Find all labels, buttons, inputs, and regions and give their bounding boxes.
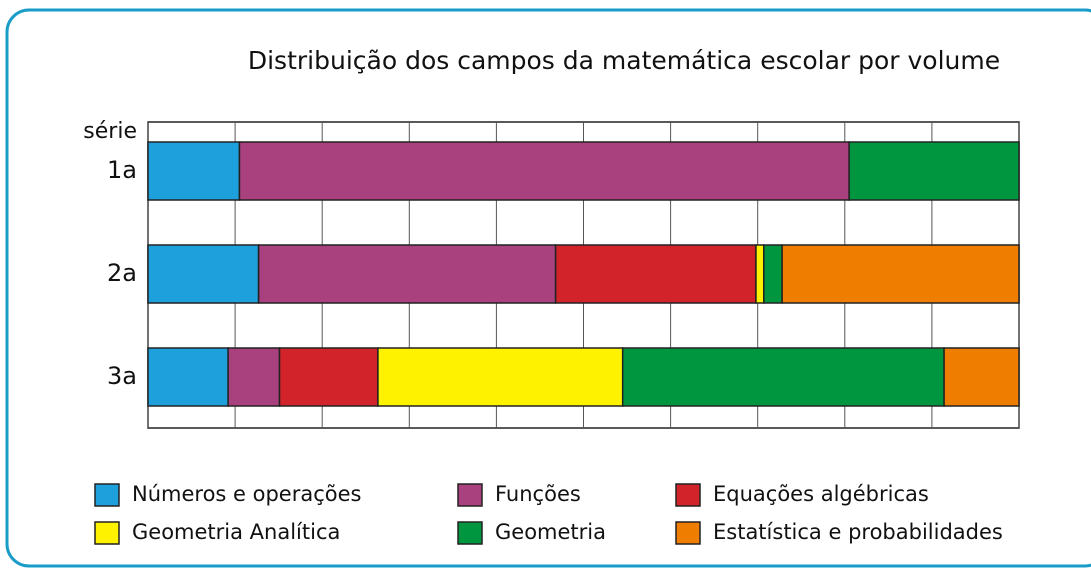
y-tick-label: 2a xyxy=(107,259,137,287)
bar-segment xyxy=(763,244,783,304)
bar-segment xyxy=(238,141,850,201)
legend-label: Equações algébricas xyxy=(713,482,929,506)
legend-swatch xyxy=(675,521,701,545)
legend-label: Estatística e probabilidades xyxy=(713,520,1003,544)
bar-segment xyxy=(848,141,1020,201)
legend-swatch xyxy=(94,483,120,507)
y-tick-label: 1a xyxy=(107,156,137,184)
legend-swatch xyxy=(457,483,483,507)
bar-segment xyxy=(278,347,379,407)
chart-title: Distribuição dos campos da matemática es… xyxy=(248,46,1000,75)
bar-segment xyxy=(227,347,281,407)
bar-segment xyxy=(257,244,557,304)
bar-segment xyxy=(943,347,1020,407)
bar-segment xyxy=(781,244,1020,304)
bar-segment xyxy=(621,347,945,407)
legend-swatch xyxy=(457,521,483,545)
bar-segment xyxy=(377,347,624,407)
y-tick-label: 3a xyxy=(107,362,137,390)
bar-segment xyxy=(147,141,241,201)
legend-swatch xyxy=(94,521,120,545)
legend-label: Geometria xyxy=(495,520,606,544)
bar-segment xyxy=(755,244,765,304)
bar-segment xyxy=(147,347,229,407)
legend-label: Números e operações xyxy=(132,482,361,506)
legend-swatch xyxy=(675,483,701,507)
bar-segment xyxy=(147,244,260,304)
legend-label: Geometria Analítica xyxy=(132,520,340,544)
legend-label: Funções xyxy=(495,482,581,506)
bar-segment xyxy=(554,244,757,304)
y-axis-label: série xyxy=(83,119,137,144)
frame xyxy=(5,8,1091,568)
